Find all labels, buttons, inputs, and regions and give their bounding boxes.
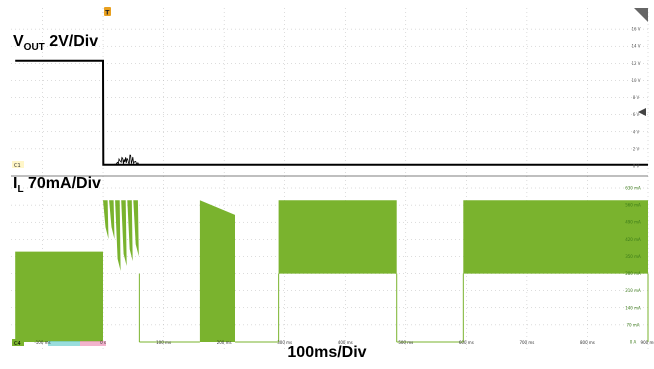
il-ripple-band (199, 200, 235, 342)
time-tick-label: -100 ms (34, 340, 50, 345)
voltage-tick-label: 14 V (631, 44, 640, 49)
time-tick-label: 300 ms (277, 340, 292, 345)
time-tick-label: 600 ms (459, 340, 474, 345)
il-label: IL 70mA/Div (13, 175, 101, 195)
time-tick-label: 700 ms (519, 340, 534, 345)
time-axis-ticks: -100 ms 0 s 100 ms 200 ms 300 ms 400 ms 500 ms… (34, 340, 654, 345)
ch1-tag: C1 (12, 161, 24, 169)
il-burst-pulse (133, 200, 139, 257)
voltage-tick-label: 8 V (633, 95, 640, 100)
vout-label-rest: 2V/Div (45, 33, 98, 50)
il-ripple-band (15, 251, 104, 342)
timebase-indicators (48, 341, 106, 346)
il-label-sub: L (17, 184, 23, 195)
current-tick-label: 420 mA (625, 237, 641, 242)
ch4-tag: C4 (12, 339, 24, 347)
voltage-axis-ticks: 16 V 14 V 12 V 10 V 8 V 6 V 4 V 2 V 0 V (631, 27, 640, 169)
voltage-panel: 16 V 14 V 12 V 10 V 8 V 6 V 4 V 2 V 0 V VOUT 2V/… (12, 27, 648, 169)
il-label-main: I (13, 175, 17, 192)
time-tick-label: 0 s (100, 340, 106, 345)
voltage-tick-label: 6 V (633, 112, 640, 117)
il-burst-pulse (127, 200, 133, 262)
il-burst-pulse (103, 200, 109, 240)
svg-text:C4: C4 (14, 341, 21, 347)
vout-label: VOUT 2V/Div (13, 33, 98, 53)
current-tick-label: 490 mA (625, 220, 641, 225)
il-ripple-band (278, 200, 397, 274)
current-panel: 630 mA 560 mA 490 mA 420 mA 350 mA 280 mA 210 … (12, 175, 649, 347)
time-tick-label: 500 ms (398, 340, 413, 345)
vout-startup-ripple (113, 154, 139, 166)
vout-label-main: V (13, 33, 24, 50)
svg-text:T: T (105, 10, 110, 17)
ch1-offset-marker-icon[interactable] (638, 108, 646, 116)
current-tick-label: 350 mA (625, 254, 641, 259)
il-label-rest: 70mA/Div (24, 175, 101, 192)
time-tick-label: 900 ms (641, 340, 654, 345)
current-tick-label: 140 mA (625, 305, 641, 310)
current-tick-label: 280 mA (625, 271, 641, 276)
current-tick-label: 210 mA (625, 288, 641, 293)
current-tick-label: 0 A (630, 340, 637, 345)
voltage-tick-label: 12 V (631, 61, 640, 66)
time-tick-label: 800 ms (580, 340, 595, 345)
time-tick-label: 200 ms (217, 340, 232, 345)
il-ripple-band (463, 200, 648, 274)
time-tick-label: 100 ms (156, 340, 171, 345)
vout-label-sub: OUT (24, 42, 45, 53)
voltage-tick-label: 2 V (633, 146, 640, 151)
current-tick-label: 70 mA (627, 322, 640, 327)
current-axis-ticks: 630 mA 560 mA 490 mA 420 mA 350 mA 280 mA 210 … (625, 186, 641, 345)
trigger-marker[interactable]: T (104, 7, 111, 17)
il-trace (15, 200, 649, 343)
vout-trace (15, 59, 648, 166)
time-tick-label: 400 ms (338, 340, 353, 345)
corner-scale-icon (634, 8, 648, 22)
il-burst-pulse (121, 200, 127, 266)
il-burst-pulse (115, 200, 121, 271)
voltage-tick-label: 10 V (631, 78, 640, 83)
current-tick-label: 630 mA (625, 186, 641, 191)
timebase-label: 100ms/Div (287, 344, 367, 361)
current-tick-label: 560 mA (625, 203, 641, 208)
voltage-tick-label: 4 V (633, 129, 640, 134)
svg-text:C1: C1 (14, 163, 21, 169)
voltage-tick-label: 0 V (633, 164, 640, 169)
screen-background (11, 8, 648, 351)
vout-trace-line (15, 59, 648, 166)
voltage-tick-label: 16 V (631, 27, 640, 32)
il-burst-pulse (109, 200, 115, 240)
